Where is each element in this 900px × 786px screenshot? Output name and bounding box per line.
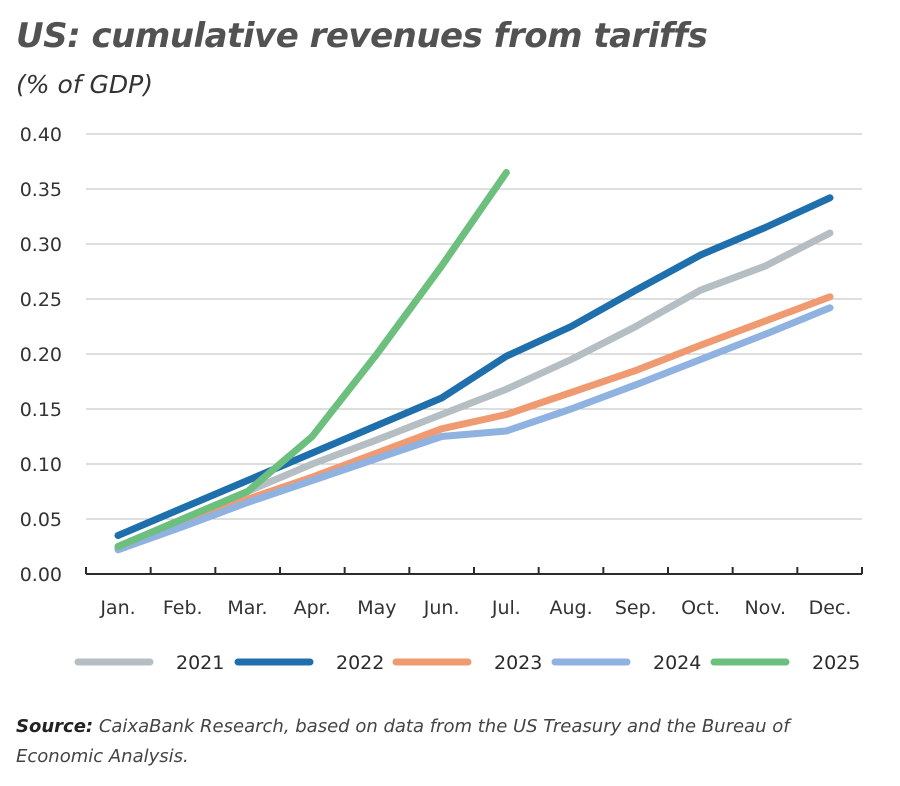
x-tick-label: Aug. bbox=[550, 597, 593, 619]
y-tick-label: 0.20 bbox=[20, 344, 62, 366]
series-line-2025 bbox=[114, 169, 510, 550]
y-tick-label: 0.35 bbox=[20, 179, 62, 201]
legend: 2021 2022 2023 2024 2025 bbox=[74, 652, 860, 674]
x-tick-label: May bbox=[357, 597, 396, 619]
axis-layer: 0.00 0.05 0.10 0.15 0.20 0.25 0.30 0.35 0.40 Jan.… bbox=[20, 124, 863, 619]
grid-layer bbox=[86, 133, 862, 520]
y-tick-label: 0.10 bbox=[20, 454, 62, 476]
y-tick-label: 0.40 bbox=[20, 124, 62, 146]
x-tick-label: Sep. bbox=[615, 597, 657, 619]
legend-label-2022: 2022 bbox=[336, 652, 384, 674]
y-tick-label: 0.05 bbox=[20, 509, 62, 531]
line-chart: 0.00 0.05 0.10 0.15 0.20 0.25 0.30 0.35 0.40 Jan.… bbox=[20, 124, 863, 674]
x-tick-label: Jan. bbox=[99, 597, 135, 619]
y-tick-label: 0.25 bbox=[20, 289, 62, 311]
y-tick-label: 0.30 bbox=[20, 234, 62, 256]
legend-label-2024: 2024 bbox=[653, 652, 701, 674]
x-tick-label: Oct. bbox=[681, 597, 720, 619]
source-label: Source: bbox=[16, 716, 94, 737]
legend-label-2025: 2025 bbox=[812, 652, 860, 674]
x-tick-label: Mar. bbox=[227, 597, 267, 619]
chart-title: US: cumulative revenues from tariffs bbox=[16, 16, 708, 56]
x-tick-label: Feb. bbox=[163, 597, 203, 619]
series-line-2022 bbox=[114, 194, 834, 539]
x-tick-label: Jul. bbox=[491, 597, 521, 619]
x-tick-label: Jun. bbox=[423, 597, 460, 619]
x-tick-label: Nov. bbox=[744, 597, 786, 619]
y-tick-label: 0.00 bbox=[20, 564, 62, 586]
chart-subtitle: (% of GDP) bbox=[16, 70, 153, 99]
legend-label-2021: 2021 bbox=[176, 652, 224, 674]
series-layer bbox=[114, 169, 834, 554]
y-tick-label: 0.15 bbox=[20, 399, 62, 421]
source-text: CaixaBank Research, based on data from t… bbox=[16, 716, 790, 767]
source-note: Source: CaixaBank Research, based on dat… bbox=[16, 712, 876, 772]
series-line-2024 bbox=[114, 304, 834, 554]
x-tick-label: Apr. bbox=[294, 597, 331, 619]
legend-label-2023: 2023 bbox=[494, 652, 542, 674]
x-tick-label: Dec. bbox=[809, 597, 852, 619]
